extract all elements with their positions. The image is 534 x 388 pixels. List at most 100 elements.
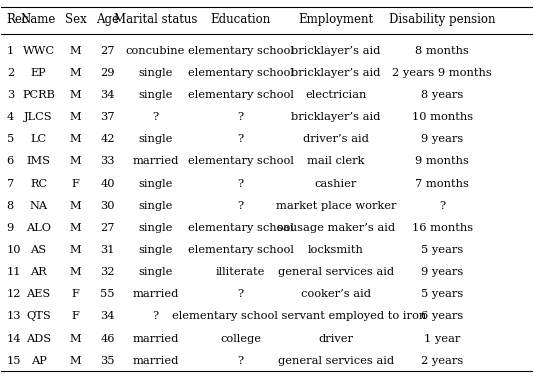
Text: ?: ? — [152, 312, 159, 322]
Text: IMS: IMS — [27, 156, 51, 166]
Text: 27: 27 — [100, 46, 115, 56]
Text: 32: 32 — [100, 267, 115, 277]
Text: AS: AS — [30, 245, 46, 255]
Text: 2: 2 — [7, 68, 14, 78]
Text: 31: 31 — [100, 245, 115, 255]
Text: 6 years: 6 years — [421, 312, 464, 322]
Text: AP: AP — [30, 356, 46, 366]
Text: 8 months: 8 months — [415, 46, 469, 56]
Text: 9: 9 — [7, 223, 14, 233]
Text: sausage maker’s aid: sausage maker’s aid — [277, 223, 395, 233]
Text: driver’s aid: driver’s aid — [303, 134, 369, 144]
Text: M: M — [70, 201, 82, 211]
Text: cashier: cashier — [315, 178, 357, 189]
Text: 55: 55 — [100, 289, 115, 300]
Text: 29: 29 — [100, 68, 115, 78]
Text: elementary school: elementary school — [187, 46, 293, 56]
Text: 30: 30 — [100, 201, 115, 211]
Text: 7 months: 7 months — [415, 178, 469, 189]
Text: 27: 27 — [100, 223, 115, 233]
Text: college: college — [220, 334, 261, 344]
Text: 9 months: 9 months — [415, 156, 469, 166]
Text: M: M — [70, 68, 82, 78]
Text: M: M — [70, 134, 82, 144]
Text: elementary school: elementary school — [187, 245, 293, 255]
Text: bricklayer’s aid: bricklayer’s aid — [292, 68, 381, 78]
Text: ALO: ALO — [26, 223, 51, 233]
Text: ADS: ADS — [26, 334, 51, 344]
Text: 9 years: 9 years — [421, 134, 464, 144]
Text: ?: ? — [238, 134, 244, 144]
Text: driver: driver — [319, 334, 354, 344]
Text: general services aid: general services aid — [278, 356, 394, 366]
Text: single: single — [138, 68, 172, 78]
Text: ?: ? — [238, 178, 244, 189]
Text: Sex: Sex — [65, 13, 87, 26]
Text: ?: ? — [439, 201, 445, 211]
Text: mail clerk: mail clerk — [308, 156, 365, 166]
Text: elementary school: elementary school — [187, 156, 293, 166]
Text: elementary school: elementary school — [187, 223, 293, 233]
Text: Name: Name — [21, 13, 56, 26]
Text: elementary school: elementary school — [187, 90, 293, 100]
Text: 12: 12 — [7, 289, 21, 300]
Text: JLCS: JLCS — [24, 112, 53, 122]
Text: 4: 4 — [7, 112, 14, 122]
Text: Marital status: Marital status — [114, 13, 197, 26]
Text: 3: 3 — [7, 90, 14, 100]
Text: 5 years: 5 years — [421, 289, 464, 300]
Text: 13: 13 — [7, 312, 21, 322]
Text: QTS: QTS — [26, 312, 51, 322]
Text: 1: 1 — [7, 46, 14, 56]
Text: 46: 46 — [100, 334, 115, 344]
Text: Age: Age — [96, 13, 119, 26]
Text: single: single — [138, 267, 172, 277]
Text: Rec: Rec — [7, 13, 29, 26]
Text: bricklayer’s aid: bricklayer’s aid — [292, 46, 381, 56]
Text: AR: AR — [30, 267, 47, 277]
Text: 7: 7 — [7, 178, 14, 189]
Text: locksmith: locksmith — [308, 245, 364, 255]
Text: 15: 15 — [7, 356, 21, 366]
Text: F: F — [72, 312, 80, 322]
Text: ?: ? — [238, 112, 244, 122]
Text: 33: 33 — [100, 156, 115, 166]
Text: M: M — [70, 356, 82, 366]
Text: market place worker: market place worker — [276, 201, 396, 211]
Text: single: single — [138, 201, 172, 211]
Text: electrician: electrician — [305, 90, 367, 100]
Text: general services aid: general services aid — [278, 267, 394, 277]
Text: PCRB: PCRB — [22, 90, 55, 100]
Text: 10 months: 10 months — [412, 112, 473, 122]
Text: AES: AES — [27, 289, 51, 300]
Text: ?: ? — [238, 289, 244, 300]
Text: 2 years: 2 years — [421, 356, 464, 366]
Text: ?: ? — [238, 201, 244, 211]
Text: 2 years 9 months: 2 years 9 months — [392, 68, 492, 78]
Text: 34: 34 — [100, 312, 115, 322]
Text: 5: 5 — [7, 134, 14, 144]
Text: M: M — [70, 46, 82, 56]
Text: married: married — [132, 289, 179, 300]
Text: 5 years: 5 years — [421, 245, 464, 255]
Text: single: single — [138, 223, 172, 233]
Text: WWC: WWC — [22, 46, 54, 56]
Text: M: M — [70, 223, 82, 233]
Text: Employment: Employment — [299, 13, 374, 26]
Text: 10: 10 — [7, 245, 21, 255]
Text: cooker’s aid: cooker’s aid — [301, 289, 371, 300]
Text: 8 years: 8 years — [421, 90, 464, 100]
Text: EP: EP — [31, 68, 46, 78]
Text: married: married — [132, 156, 179, 166]
Text: single: single — [138, 245, 172, 255]
Text: 11: 11 — [7, 267, 21, 277]
Text: 40: 40 — [100, 178, 115, 189]
Text: Disability pension: Disability pension — [389, 13, 496, 26]
Text: bricklayer’s aid: bricklayer’s aid — [292, 112, 381, 122]
Text: married: married — [132, 356, 179, 366]
Text: ?: ? — [152, 112, 159, 122]
Text: married: married — [132, 334, 179, 344]
Text: M: M — [70, 90, 82, 100]
Text: single: single — [138, 134, 172, 144]
Text: single: single — [138, 90, 172, 100]
